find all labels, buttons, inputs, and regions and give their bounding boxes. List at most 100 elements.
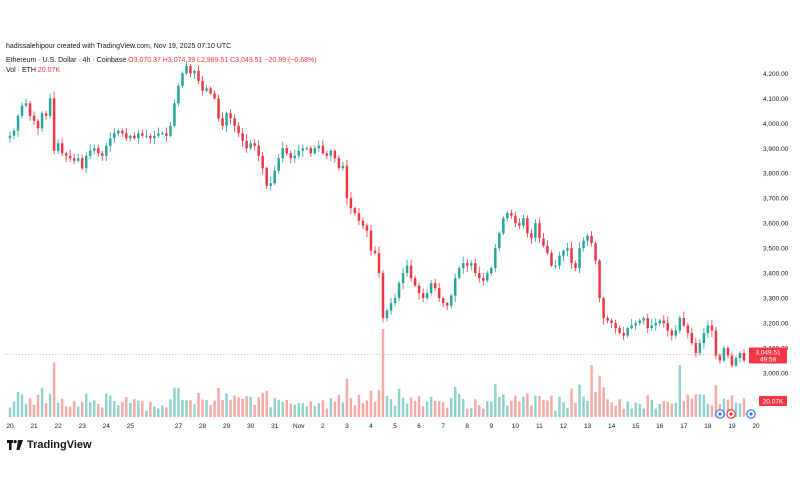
candle[interactable] — [698, 343, 702, 354]
candle[interactable] — [718, 355, 722, 361]
candle[interactable] — [125, 133, 128, 139]
candle[interactable] — [92, 148, 96, 151]
candle[interactable] — [457, 268, 461, 279]
candle[interactable] — [574, 263, 577, 269]
candle[interactable] — [630, 325, 633, 329]
candle[interactable] — [76, 158, 80, 161]
candle[interactable] — [16, 115, 20, 131]
candle[interactable] — [474, 263, 477, 274]
candle[interactable] — [157, 133, 160, 136]
candle[interactable] — [706, 325, 710, 334]
candle[interactable] — [546, 245, 549, 254]
candle[interactable] — [682, 318, 686, 326]
candle[interactable] — [177, 85, 180, 104]
candle[interactable] — [357, 213, 361, 221]
candle[interactable] — [64, 153, 68, 156]
candle[interactable] — [229, 113, 232, 119]
candle[interactable] — [325, 153, 329, 156]
candle[interactable] — [654, 323, 657, 326]
candle[interactable] — [510, 213, 513, 216]
candle[interactable] — [409, 265, 413, 279]
candle[interactable] — [237, 125, 240, 134]
candle[interactable] — [730, 355, 734, 366]
candle[interactable] — [353, 208, 357, 214]
candle[interactable] — [129, 135, 132, 139]
candle[interactable] — [742, 353, 746, 361]
candle[interactable] — [566, 248, 569, 251]
candle[interactable] — [361, 220, 365, 226]
candle[interactable] — [249, 143, 252, 149]
candle[interactable] — [421, 293, 425, 299]
candle[interactable] — [189, 65, 192, 74]
volume-label[interactable]: Vol · ETH — [6, 67, 36, 74]
candle[interactable] — [393, 298, 397, 304]
candle[interactable] — [578, 248, 581, 269]
candle[interactable] — [365, 225, 369, 231]
candle[interactable] — [666, 323, 670, 331]
candle[interactable] — [333, 150, 337, 159]
candle[interactable] — [141, 133, 144, 136]
candle[interactable] — [506, 213, 509, 219]
candle[interactable] — [32, 115, 36, 121]
candle[interactable] — [622, 333, 625, 336]
candle[interactable] — [153, 135, 156, 139]
candle[interactable] — [88, 150, 92, 156]
candle[interactable] — [337, 158, 341, 169]
candle[interactable] — [101, 153, 104, 156]
candle[interactable] — [598, 260, 601, 299]
candle[interactable] — [662, 320, 666, 324]
candle[interactable] — [634, 323, 637, 326]
candle[interactable] — [105, 145, 108, 156]
candle[interactable] — [441, 298, 445, 304]
candle[interactable] — [181, 73, 184, 86]
candle[interactable] — [690, 333, 694, 344]
candle[interactable] — [425, 293, 429, 299]
candle[interactable] — [734, 358, 738, 366]
candle[interactable] — [313, 148, 317, 154]
candle[interactable] — [257, 145, 260, 156]
candle[interactable] — [225, 113, 228, 126]
candle[interactable] — [586, 235, 589, 241]
candle[interactable] — [494, 248, 497, 269]
candle[interactable] — [558, 255, 561, 266]
candle[interactable] — [714, 330, 718, 356]
candle[interactable] — [60, 143, 64, 154]
candle[interactable] — [68, 155, 72, 159]
candle[interactable] — [217, 98, 220, 119]
candle[interactable] — [44, 113, 48, 116]
candle[interactable] — [145, 135, 148, 137]
candle[interactable] — [638, 320, 641, 324]
candle[interactable] — [36, 120, 40, 129]
candle[interactable] — [377, 253, 381, 274]
candle[interactable] — [137, 133, 140, 139]
candle[interactable] — [245, 140, 248, 149]
candle[interactable] — [738, 353, 742, 359]
candle[interactable] — [702, 333, 706, 344]
candle[interactable] — [72, 158, 76, 161]
candle[interactable] — [429, 283, 433, 294]
candle[interactable] — [40, 113, 44, 129]
candle[interactable] — [658, 320, 662, 324]
candle[interactable] — [185, 65, 188, 74]
candle[interactable] — [285, 148, 288, 154]
candle[interactable] — [678, 318, 682, 331]
candle[interactable] — [534, 223, 537, 239]
candle[interactable] — [293, 155, 297, 159]
candle[interactable] — [96, 148, 100, 154]
candle[interactable] — [650, 325, 653, 329]
candle[interactable] — [397, 283, 401, 299]
candle[interactable] — [349, 198, 353, 209]
candle[interactable] — [610, 320, 613, 324]
candle[interactable] — [24, 103, 28, 106]
candle[interactable] — [686, 325, 690, 334]
candle[interactable] — [453, 278, 457, 296]
candle[interactable] — [642, 318, 645, 321]
candle[interactable] — [433, 283, 437, 289]
candle[interactable] — [84, 155, 88, 169]
candle[interactable] — [341, 165, 345, 169]
candle[interactable] — [694, 343, 698, 354]
candle[interactable] — [221, 118, 224, 126]
candle[interactable] — [542, 238, 545, 246]
candle[interactable] — [646, 318, 649, 329]
